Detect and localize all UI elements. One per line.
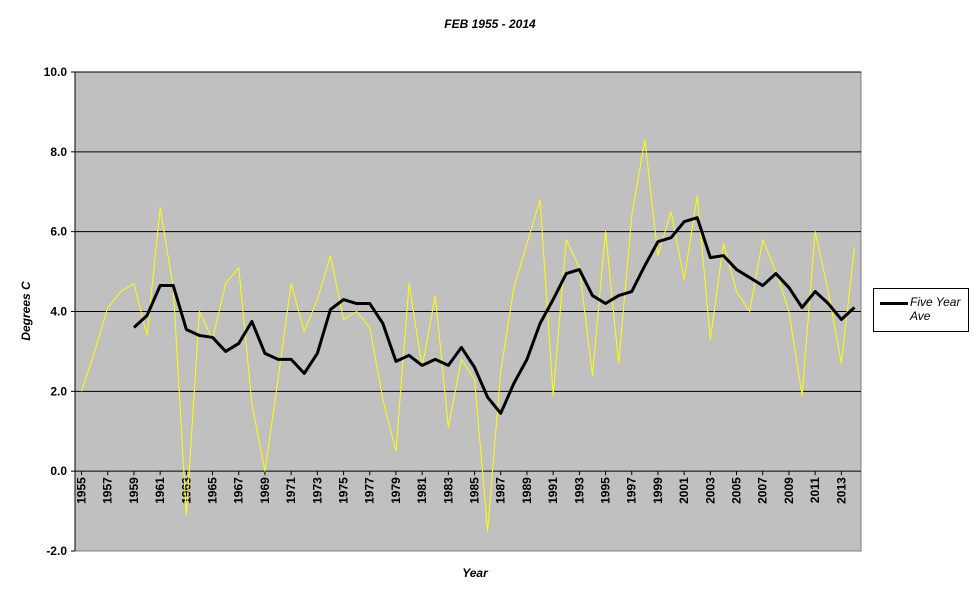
series-line <box>132 216 856 415</box>
y-tick-label: 6.0 <box>50 225 67 239</box>
legend-swatch <box>880 302 908 305</box>
x-tick-label: 1993 <box>572 477 586 504</box>
x-tick-label: 1999 <box>651 477 665 504</box>
x-tick-label: 2011 <box>808 477 822 503</box>
x-tick-label: 1997 <box>625 477 639 504</box>
x-tick-label: 1973 <box>310 477 324 504</box>
y-axis-title: Degrees C <box>19 281 33 341</box>
x-tick-label: 2001 <box>677 477 691 504</box>
legend-label: Five Year Ave <box>910 295 961 323</box>
x-tick-label: 1969 <box>258 477 272 504</box>
chart-title: FEB 1955 - 2014 <box>444 17 536 31</box>
x-tick-label: 1961 <box>153 477 167 504</box>
x-tick-label: 1979 <box>389 477 403 504</box>
x-tick-label: 2009 <box>782 477 796 504</box>
x-tick-label: 1991 <box>546 477 560 504</box>
x-axis-title: Year <box>462 566 489 580</box>
x-tick-label: 1987 <box>494 477 508 504</box>
legend: Five Year Ave <box>873 288 969 332</box>
x-tick-label: 1983 <box>441 477 455 504</box>
x-tick-label: 1975 <box>337 477 351 504</box>
x-tick-label: 1967 <box>232 477 246 504</box>
x-tick-label: 1965 <box>206 477 220 504</box>
x-tick-label: 1971 <box>284 477 298 504</box>
x-tick-label: 1959 <box>127 477 141 504</box>
x-tick-label: 2003 <box>703 477 717 504</box>
y-tick-label: 10.0 <box>44 65 68 79</box>
x-tick-label: 1977 <box>363 477 377 504</box>
x-tick-label: 1957 <box>101 477 115 504</box>
x-tick-label: 1955 <box>75 477 89 504</box>
x-tick-label: 2007 <box>756 477 770 504</box>
x-tick-label: 2005 <box>730 477 744 504</box>
x-tick-label: 1981 <box>415 477 429 504</box>
x-tick-label: 1985 <box>468 477 482 504</box>
series-line <box>81 139 855 532</box>
x-tick-label: 1995 <box>599 477 613 504</box>
y-tick-label: 2.0 <box>50 384 67 398</box>
x-tick-label: 1963 <box>179 477 193 504</box>
y-tick-label: 8.0 <box>50 145 67 159</box>
y-tick-label: 4.0 <box>50 305 67 319</box>
y-tick-label: 0.0 <box>50 464 67 478</box>
x-tick-label: 2013 <box>834 477 848 504</box>
y-tick-label: -2.0 <box>46 544 67 558</box>
x-tick-label: 1989 <box>520 477 534 504</box>
